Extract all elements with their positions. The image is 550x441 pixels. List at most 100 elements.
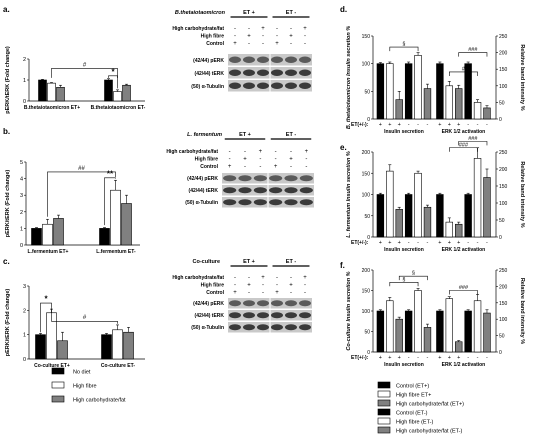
bar [445, 221, 453, 238]
y-tick-label: 50 [364, 89, 370, 95]
panel-c: c. 0 1 2 3 pERK/tERK (Fold change) Co-culture … [3, 257, 145, 369]
y-axis-label: Co-culture Insulin secretion % [346, 271, 352, 350]
category-label: B.thetaiotaomicron ET+ [24, 105, 80, 111]
y-tick-label-right: 150 [499, 184, 508, 190]
legend-label: High fibre (ET-) [396, 420, 433, 426]
blot-band [299, 187, 313, 194]
legend-swatch [377, 399, 391, 407]
bar [101, 334, 112, 360]
y-tick-label-right: 0 [499, 235, 502, 241]
treatment-sign: - [262, 283, 264, 289]
blot-title: Co-culture [193, 259, 221, 265]
et-sign: + [388, 122, 391, 128]
significance-mark: # [462, 66, 466, 72]
et-sign: - [467, 355, 469, 361]
y-tick-label: 0 [367, 117, 370, 123]
legend-label: No diet [73, 370, 91, 376]
bar [386, 63, 394, 120]
treatment-sign: - [305, 157, 307, 163]
y-tick-label: 2 [23, 308, 26, 314]
significance-bracket [104, 177, 116, 226]
treatment-sign: - [290, 149, 292, 155]
et-sign: - [408, 122, 410, 128]
bar [376, 310, 385, 353]
treatment-sign: - [248, 41, 250, 47]
treatment-sign: - [234, 34, 236, 40]
treatment-sign: - [275, 149, 277, 155]
treatment-sign: - [290, 41, 292, 47]
y-tick-label: 50 [364, 214, 370, 220]
bar [423, 327, 432, 353]
et-sign: + [448, 355, 451, 361]
y-tick-label-right: 250 [499, 34, 508, 40]
treatment-label: Control [200, 164, 218, 170]
panel-b: b. 0 1 2 3 4 5 pERK/tERK (Fold change) L.ferment… [3, 127, 140, 255]
treatment-sign: + [243, 157, 247, 163]
treatment-sign: + [259, 149, 263, 155]
significance-bracket [108, 75, 118, 89]
y-tick-label: 0 [20, 243, 23, 249]
significance-bracket [51, 68, 118, 78]
bar [436, 310, 444, 353]
y-tick-label-right: 200 [499, 284, 508, 290]
blot-band [257, 82, 269, 89]
treatment-sign: - [234, 26, 236, 32]
blot-band [285, 56, 297, 63]
y-tick-label: 0 [367, 235, 370, 241]
et-sign: - [486, 355, 488, 361]
treatment-sign: - [229, 157, 231, 163]
y-tick-label-right: 100 [499, 84, 508, 90]
bar [395, 318, 403, 353]
bar [112, 329, 123, 360]
blot-band [285, 324, 297, 331]
bar [423, 88, 432, 120]
significance-mark: § [402, 277, 405, 283]
y-tick-label: 2 [23, 57, 26, 63]
blot-band [229, 324, 241, 331]
significance-mark: * [44, 295, 48, 304]
bar [122, 84, 131, 102]
treatment-sign: - [262, 41, 264, 47]
panel-letter: f. [340, 261, 345, 270]
y-tick-label-right: 50 [499, 100, 505, 106]
panel-letter: a. [3, 5, 10, 14]
blot-row-label: (42/44) pERK [187, 176, 218, 182]
treatment-sign: - [248, 26, 250, 32]
y-tick-label: 50 [364, 330, 370, 336]
et-sign: + [398, 355, 401, 361]
et-sign: - [427, 355, 429, 361]
legend-swatch [377, 381, 391, 389]
y-tick-label: 4 [20, 177, 23, 183]
bar [113, 91, 122, 102]
y-tick-label: 150 [362, 34, 371, 40]
bar [121, 203, 132, 246]
blot-band [253, 187, 267, 194]
treatment-sign: - [304, 290, 306, 296]
y-tick-label: 150 [362, 289, 371, 295]
blot-band [243, 300, 255, 307]
bar [376, 194, 385, 238]
y-tick-label-right: 0 [499, 117, 502, 123]
treatment-sign: + [289, 283, 293, 289]
y-tick-label-right: 150 [499, 67, 508, 73]
bar [436, 194, 444, 238]
et-sign: + [379, 122, 382, 128]
blot-band [299, 300, 311, 307]
et-sign: - [417, 355, 419, 361]
y-tick-label: 200 [362, 150, 371, 156]
blot-band [299, 199, 313, 206]
blot-band [243, 82, 255, 89]
bar [38, 79, 47, 102]
treatment-sign: - [244, 149, 246, 155]
treatment-sign: + [275, 41, 279, 47]
y-tick-label-right: 50 [499, 218, 505, 224]
significance-bracket [398, 275, 428, 281]
blot-band [271, 324, 283, 331]
treatment-sign: - [276, 283, 278, 289]
treatment-sign: - [276, 34, 278, 40]
blot-band [223, 187, 237, 194]
et-sign: + [438, 240, 441, 246]
blot-row-label: (42/44) pERK [193, 58, 224, 64]
treatment-label: High carbohydrate/fat [166, 149, 218, 155]
treatment-label: Control [206, 290, 224, 296]
